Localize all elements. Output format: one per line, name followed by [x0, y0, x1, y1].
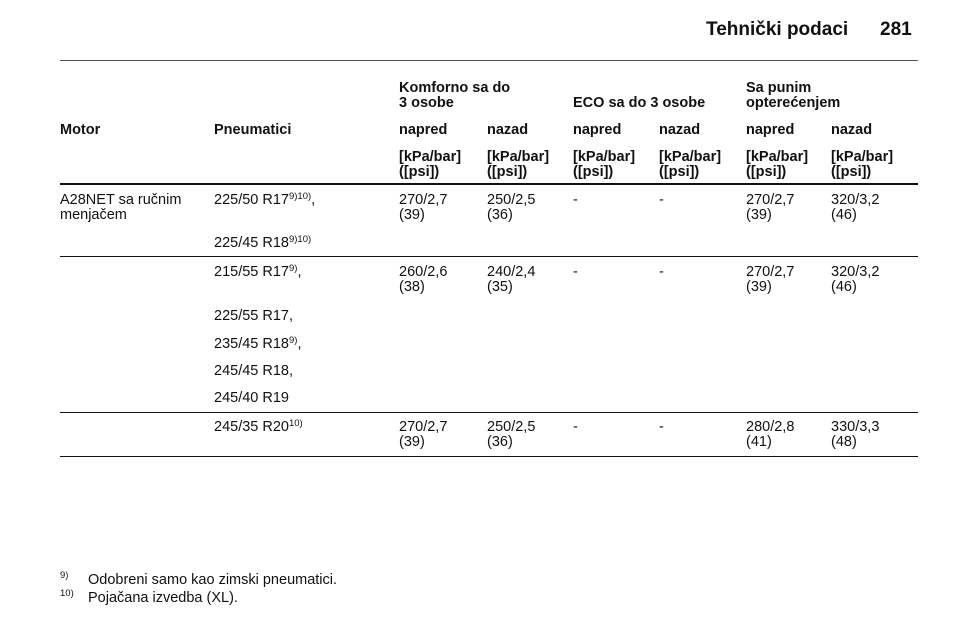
pressure: 240/2,4	[487, 264, 536, 280]
unit-header: [kPa/bar]	[746, 149, 809, 165]
page-title: Tehnički podaci	[706, 19, 849, 40]
pressure: 320/3,2	[831, 192, 880, 208]
table-header-rule	[60, 183, 918, 185]
tyre: 245/35 R2010)	[214, 419, 303, 435]
footnote-ref: 9)	[288, 263, 298, 274]
tyre-size: 245/45 R18,	[214, 363, 294, 379]
pressure: 250/2,5	[487, 419, 536, 435]
unit-header: [kPa/bar]	[487, 149, 550, 165]
group-header: Komforno sa do	[399, 80, 511, 96]
pressure-psi: (48)	[831, 434, 857, 450]
pressure-psi: (46)	[831, 279, 857, 295]
pressure-psi: (35)	[487, 279, 513, 295]
unit-header: ([psi])	[746, 164, 787, 180]
pressure-psi: (36)	[487, 434, 513, 450]
separator: ,	[311, 192, 316, 208]
pressure: 270/2,7	[399, 192, 448, 208]
column-header: napred	[573, 122, 622, 138]
pressure: 270/2,7	[746, 264, 795, 280]
unit-header: ([psi])	[659, 164, 700, 180]
tyre: 225/55 R17,	[214, 308, 293, 324]
column-header: Motor	[60, 122, 101, 138]
row-rule	[60, 412, 918, 413]
pressure-psi: (39)	[399, 434, 425, 450]
pressure: 320/3,2	[831, 264, 880, 280]
tyre: 235/45 R189),	[214, 336, 301, 352]
group-header: Sa punim	[746, 80, 812, 96]
footnote-ref: 9)10)	[288, 191, 312, 202]
separator: ,	[297, 264, 302, 280]
tyre-size: 245/35 R20	[214, 419, 289, 435]
pressure-psi: (36)	[487, 207, 513, 223]
tyre: 225/45 R189)10)	[214, 235, 311, 251]
pressure-psi: (41)	[746, 434, 772, 450]
pressure: -	[573, 264, 578, 280]
tyre: 215/55 R179),	[214, 264, 301, 280]
row-rule	[60, 256, 918, 257]
tyre-size: 225/45 R18	[214, 235, 289, 251]
pressure-psi: (39)	[746, 279, 772, 295]
group-header: 3 osobe	[399, 95, 454, 111]
pressure: -	[573, 192, 578, 208]
motor: menjačem	[60, 207, 127, 223]
unit-header: [kPa/bar]	[399, 149, 462, 165]
footnote-mark: 9)	[60, 570, 69, 581]
column-header: Pneumatici	[214, 122, 292, 138]
footnote-ref: 9)10)	[288, 234, 312, 245]
footnote-mark: 10)	[60, 588, 74, 599]
group-header: opterećenjem	[746, 95, 841, 111]
header-rule	[60, 60, 918, 61]
tyre-size: 225/55 R17,	[214, 308, 294, 324]
pressure: 250/2,5	[487, 192, 536, 208]
footnote-ref: 10)	[288, 418, 303, 429]
pressure: -	[573, 419, 578, 435]
column-header: napred	[746, 122, 795, 138]
unit-header: ([psi])	[399, 164, 440, 180]
pressure: 270/2,7	[746, 192, 795, 208]
pressure: 260/2,6	[399, 264, 448, 280]
pressure: 330/3,3	[831, 419, 880, 435]
pressure-psi: (39)	[399, 207, 425, 223]
unit-header: ([psi])	[573, 164, 614, 180]
page-number: 281	[880, 19, 912, 40]
footnote-text: Pojačana izvedba (XL).	[88, 590, 238, 606]
column-header: nazad	[487, 122, 529, 138]
row-rule	[60, 456, 918, 457]
unit-header: ([psi])	[487, 164, 528, 180]
tyre-size: 245/40 R19	[214, 390, 289, 406]
column-header: nazad	[831, 122, 873, 138]
pressure: 270/2,7	[399, 419, 448, 435]
unit-header: [kPa/bar]	[831, 149, 894, 165]
unit-header: [kPa/bar]	[659, 149, 722, 165]
pressure-psi: (46)	[831, 207, 857, 223]
group-header: ECO sa do 3 osobe	[573, 95, 706, 111]
unit-header: ([psi])	[831, 164, 872, 180]
tyre: 245/45 R18,	[214, 363, 293, 379]
tyre-size: 225/50 R17	[214, 192, 289, 208]
pressure: -	[659, 192, 664, 208]
tyre: 245/40 R19	[214, 390, 289, 406]
column-header: napred	[399, 122, 448, 138]
pressure-psi: (39)	[746, 207, 772, 223]
tyre-size: 235/45 R18	[214, 336, 289, 352]
pressure-psi: (38)	[399, 279, 425, 295]
separator: ,	[297, 336, 302, 352]
pressure: -	[659, 264, 664, 280]
pressure: -	[659, 419, 664, 435]
tyre-size: 215/55 R17	[214, 264, 289, 280]
footnote-text: Odobreni samo kao zimski pneumatici.	[88, 572, 338, 588]
pressure: 280/2,8	[746, 419, 795, 435]
motor: A28NET sa ručnim	[60, 192, 182, 208]
tyre: 225/50 R179)10),	[214, 192, 315, 208]
unit-header: [kPa/bar]	[573, 149, 636, 165]
column-header: nazad	[659, 122, 701, 138]
footnote-ref: 9)	[288, 335, 298, 346]
